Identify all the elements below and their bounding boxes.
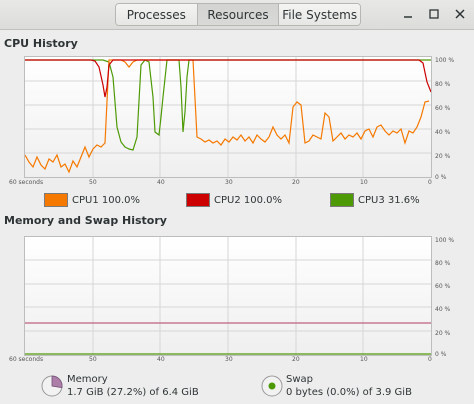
mem-pct-label: 60 %: [435, 283, 451, 290]
view-switcher: Processes Resources File Systems: [115, 3, 361, 26]
maximize-icon[interactable]: [426, 6, 442, 22]
memory-swap-graph: [24, 236, 432, 356]
memory-legend: Memory 1.7 GiB (27.2%) of 6.4 GiB: [67, 373, 199, 399]
cpu3-color-button[interactable]: [330, 193, 354, 207]
mem-time-label: 10: [360, 356, 368, 363]
cpu-pct-label: 100 %: [435, 57, 455, 64]
cpu-pct-label: 80 %: [435, 81, 451, 88]
cpu-history-title: CPU History: [4, 37, 78, 50]
mem-pct-label: 20 %: [435, 330, 451, 337]
cpu-pct-label: 0 %: [435, 174, 447, 181]
swap-label: Swap: [286, 374, 314, 385]
cpu3-legend-label: CPU3 31.6%: [358, 194, 420, 206]
cpu1-series-line: [25, 59, 430, 174]
cpu3-series-line: [25, 59, 431, 151]
cpu-chart: [25, 57, 431, 177]
cpu-time-label: 20: [292, 179, 300, 186]
mem-pct-label: 100 %: [435, 237, 455, 244]
cpu-time-label: 10: [360, 179, 368, 186]
cpu-time-label: 50: [89, 179, 97, 186]
mem-time-label: 0: [428, 356, 432, 363]
cpu-time-label: 30: [225, 179, 233, 186]
swap-legend: Swap 0 bytes (0.0%) of 3.9 GiB: [286, 373, 412, 399]
tab-resources[interactable]: Resources: [197, 4, 280, 25]
tab-file-systems[interactable]: File Systems: [279, 4, 360, 25]
cpu-pct-label: 20 %: [435, 153, 451, 160]
mem-time-label: 40: [157, 356, 165, 363]
mem-pct-label: 40 %: [435, 306, 451, 313]
memory-swap-chart: [25, 237, 431, 355]
swap-pie-icon[interactable]: [260, 374, 284, 402]
cpu3-legend: CPU3 31.6%: [330, 193, 420, 207]
tab-processes[interactable]: Processes: [116, 4, 198, 25]
memory-swap-history-title: Memory and Swap History: [4, 214, 167, 227]
cpu2-legend: CPU2 100.0%: [186, 193, 282, 207]
swap-value: 0 bytes (0.0%) of 3.9 GiB: [286, 387, 412, 398]
cpu-graph: [24, 56, 432, 178]
cpu-pct-label: 60 %: [435, 105, 451, 112]
mem-pct-label: 0 %: [435, 351, 447, 358]
mem-time-label: 50: [89, 356, 97, 363]
cpu1-legend: CPU1 100.0%: [44, 193, 140, 207]
mem-pct-label: 80 %: [435, 260, 451, 267]
cpu2-series-line: [25, 59, 431, 98]
minimize-icon[interactable]: [400, 6, 416, 22]
memory-label: Memory: [67, 374, 108, 385]
cpu1-color-button[interactable]: [44, 193, 68, 207]
memory-pie-icon[interactable]: [40, 374, 64, 402]
cpu2-legend-label: CPU2 100.0%: [214, 194, 283, 206]
cpu2-color-button[interactable]: [186, 193, 210, 207]
header-bar: Processes Resources File Systems: [0, 0, 474, 30]
memory-value: 1.7 GiB (27.2%) of 6.4 GiB: [67, 387, 199, 398]
cpu1-legend-label: CPU1 100.0%: [72, 194, 141, 206]
cpu-time-label: 40: [157, 179, 165, 186]
close-icon[interactable]: [452, 6, 468, 22]
cpu-time-label: 60 seconds: [9, 179, 44, 186]
cpu-pct-label: 40 %: [435, 129, 451, 136]
cpu-time-label: 0: [428, 179, 432, 186]
mem-time-label: 20: [292, 356, 300, 363]
mem-time-label: 30: [225, 356, 233, 363]
mem-time-label: 60 seconds: [9, 356, 44, 363]
